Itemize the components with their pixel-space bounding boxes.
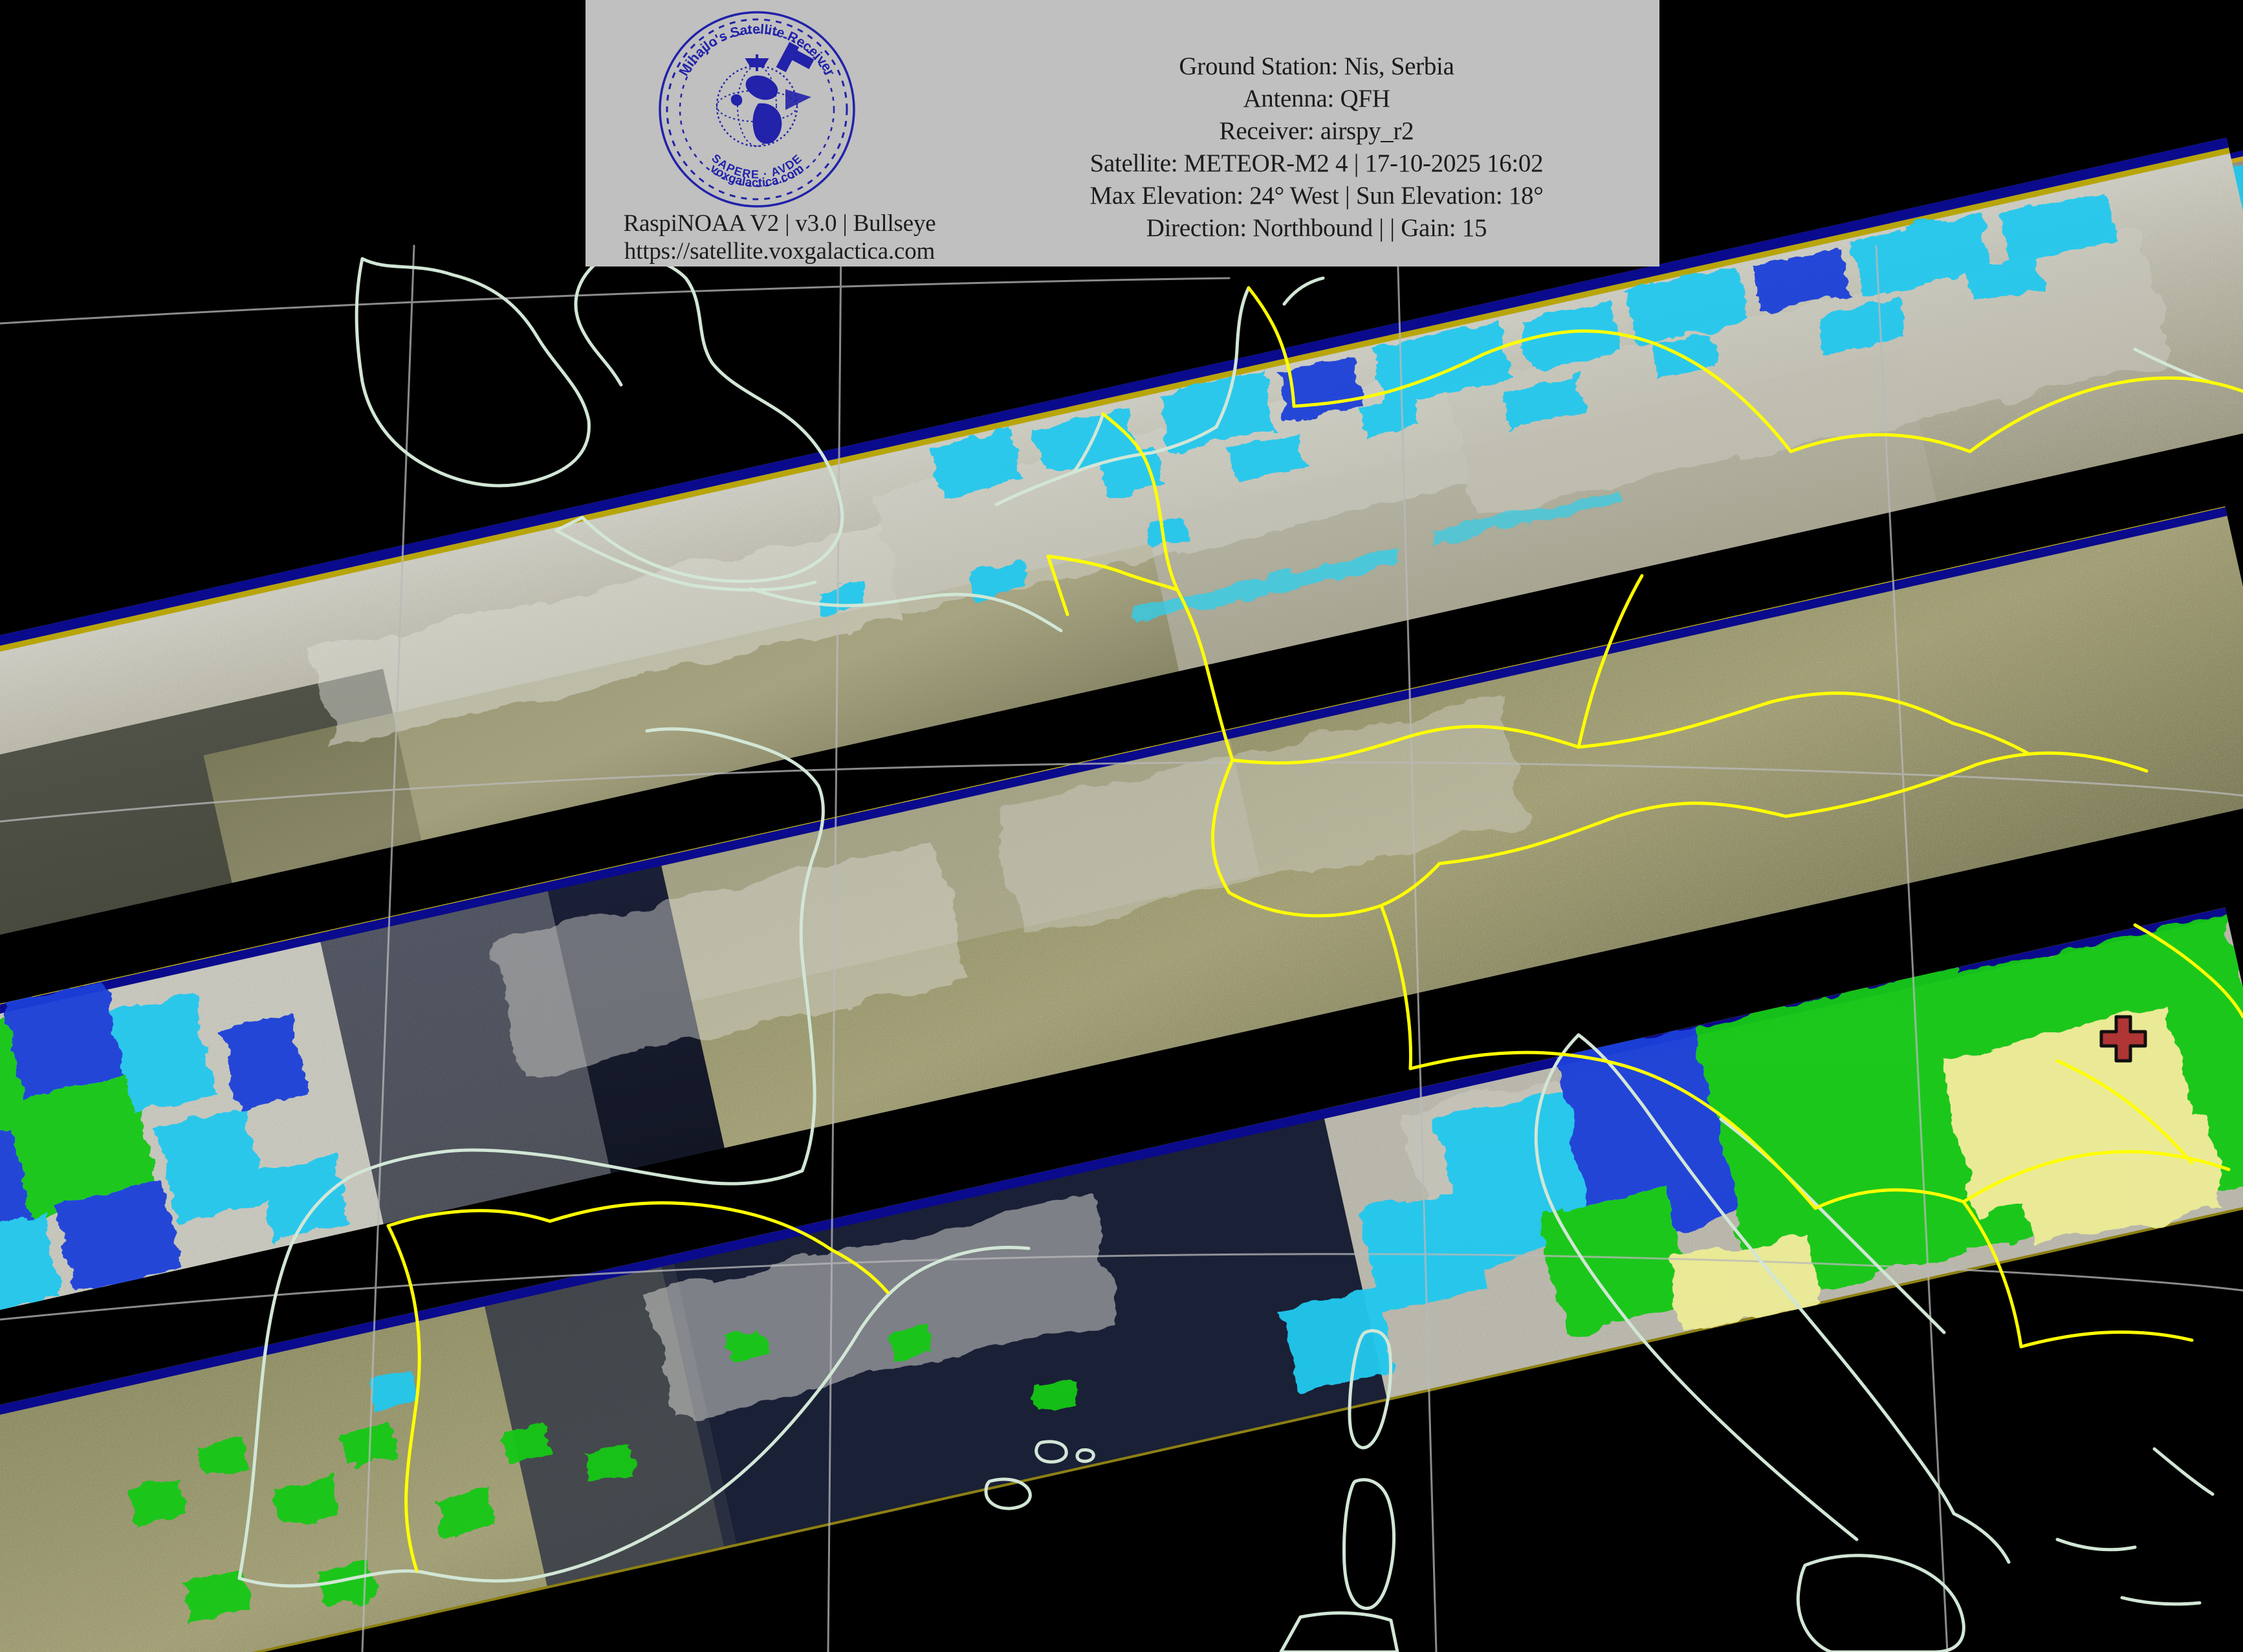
- brand-line-software: RaspiNOAA V2 | v3.0 | Bullseye: [623, 210, 936, 237]
- station-logo: Mihajlo's Satellite Receiver SAPERE · AV…: [657, 9, 857, 210]
- info-panel: Mihajlo's Satellite Receiver SAPERE · AV…: [585, 0, 1659, 266]
- meta-elevations: Max Elevation: 24° West | Sun Elevation:…: [1089, 181, 1544, 210]
- ground-station-cross-marker: [2099, 1015, 2147, 1063]
- meta-satellite-time: Satellite: METEOR-M2 4 | 17-10-2025 16:0…: [1089, 149, 1544, 177]
- coastlines: [237, 240, 2215, 1652]
- country-borders: [386, 286, 2243, 1572]
- brand-block: Mihajlo's Satellite Receiver SAPERE · AV…: [585, 0, 974, 266]
- meta-direction-gain: Direction: Northbound | | Gain: 15: [1146, 213, 1487, 242]
- meta-antenna: Antenna: QFH: [1243, 84, 1390, 113]
- brand-line-url[interactable]: https://satellite.voxgalactica.com: [624, 237, 935, 265]
- meta-receiver: Receiver: airspy_r2: [1219, 116, 1414, 145]
- swath-2-central-europe: [0, 137, 2243, 948]
- meta-ground-station: Ground Station: Nis, Serbia: [1179, 52, 1454, 80]
- pass-metadata: Ground Station: Nis, Serbia Antenna: QFH…: [974, 0, 1659, 244]
- brand-lines: RaspiNOAA V2 | v3.0 | Bullseye https://s…: [585, 210, 974, 266]
- map-overlay: [0, 240, 2243, 1652]
